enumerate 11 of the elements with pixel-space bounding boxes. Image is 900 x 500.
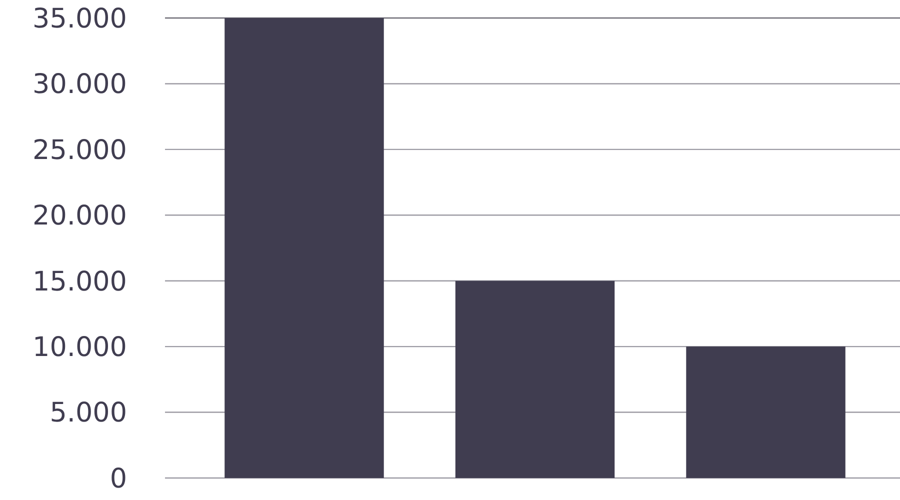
y-tick-label: 25.000 xyxy=(32,134,127,166)
y-tick-label: 0 xyxy=(110,463,127,494)
y-tick-label: 20.000 xyxy=(32,200,127,232)
y-tick-label: 5.000 xyxy=(50,398,127,429)
bar xyxy=(455,280,615,478)
bar xyxy=(224,18,384,478)
y-tick-label: 30.000 xyxy=(32,69,127,100)
y-tick-label: 10.000 xyxy=(32,332,127,364)
y-tick-label: 35.000 xyxy=(32,3,127,34)
bar xyxy=(686,346,846,478)
y-tick-label: 15.000 xyxy=(32,266,127,298)
